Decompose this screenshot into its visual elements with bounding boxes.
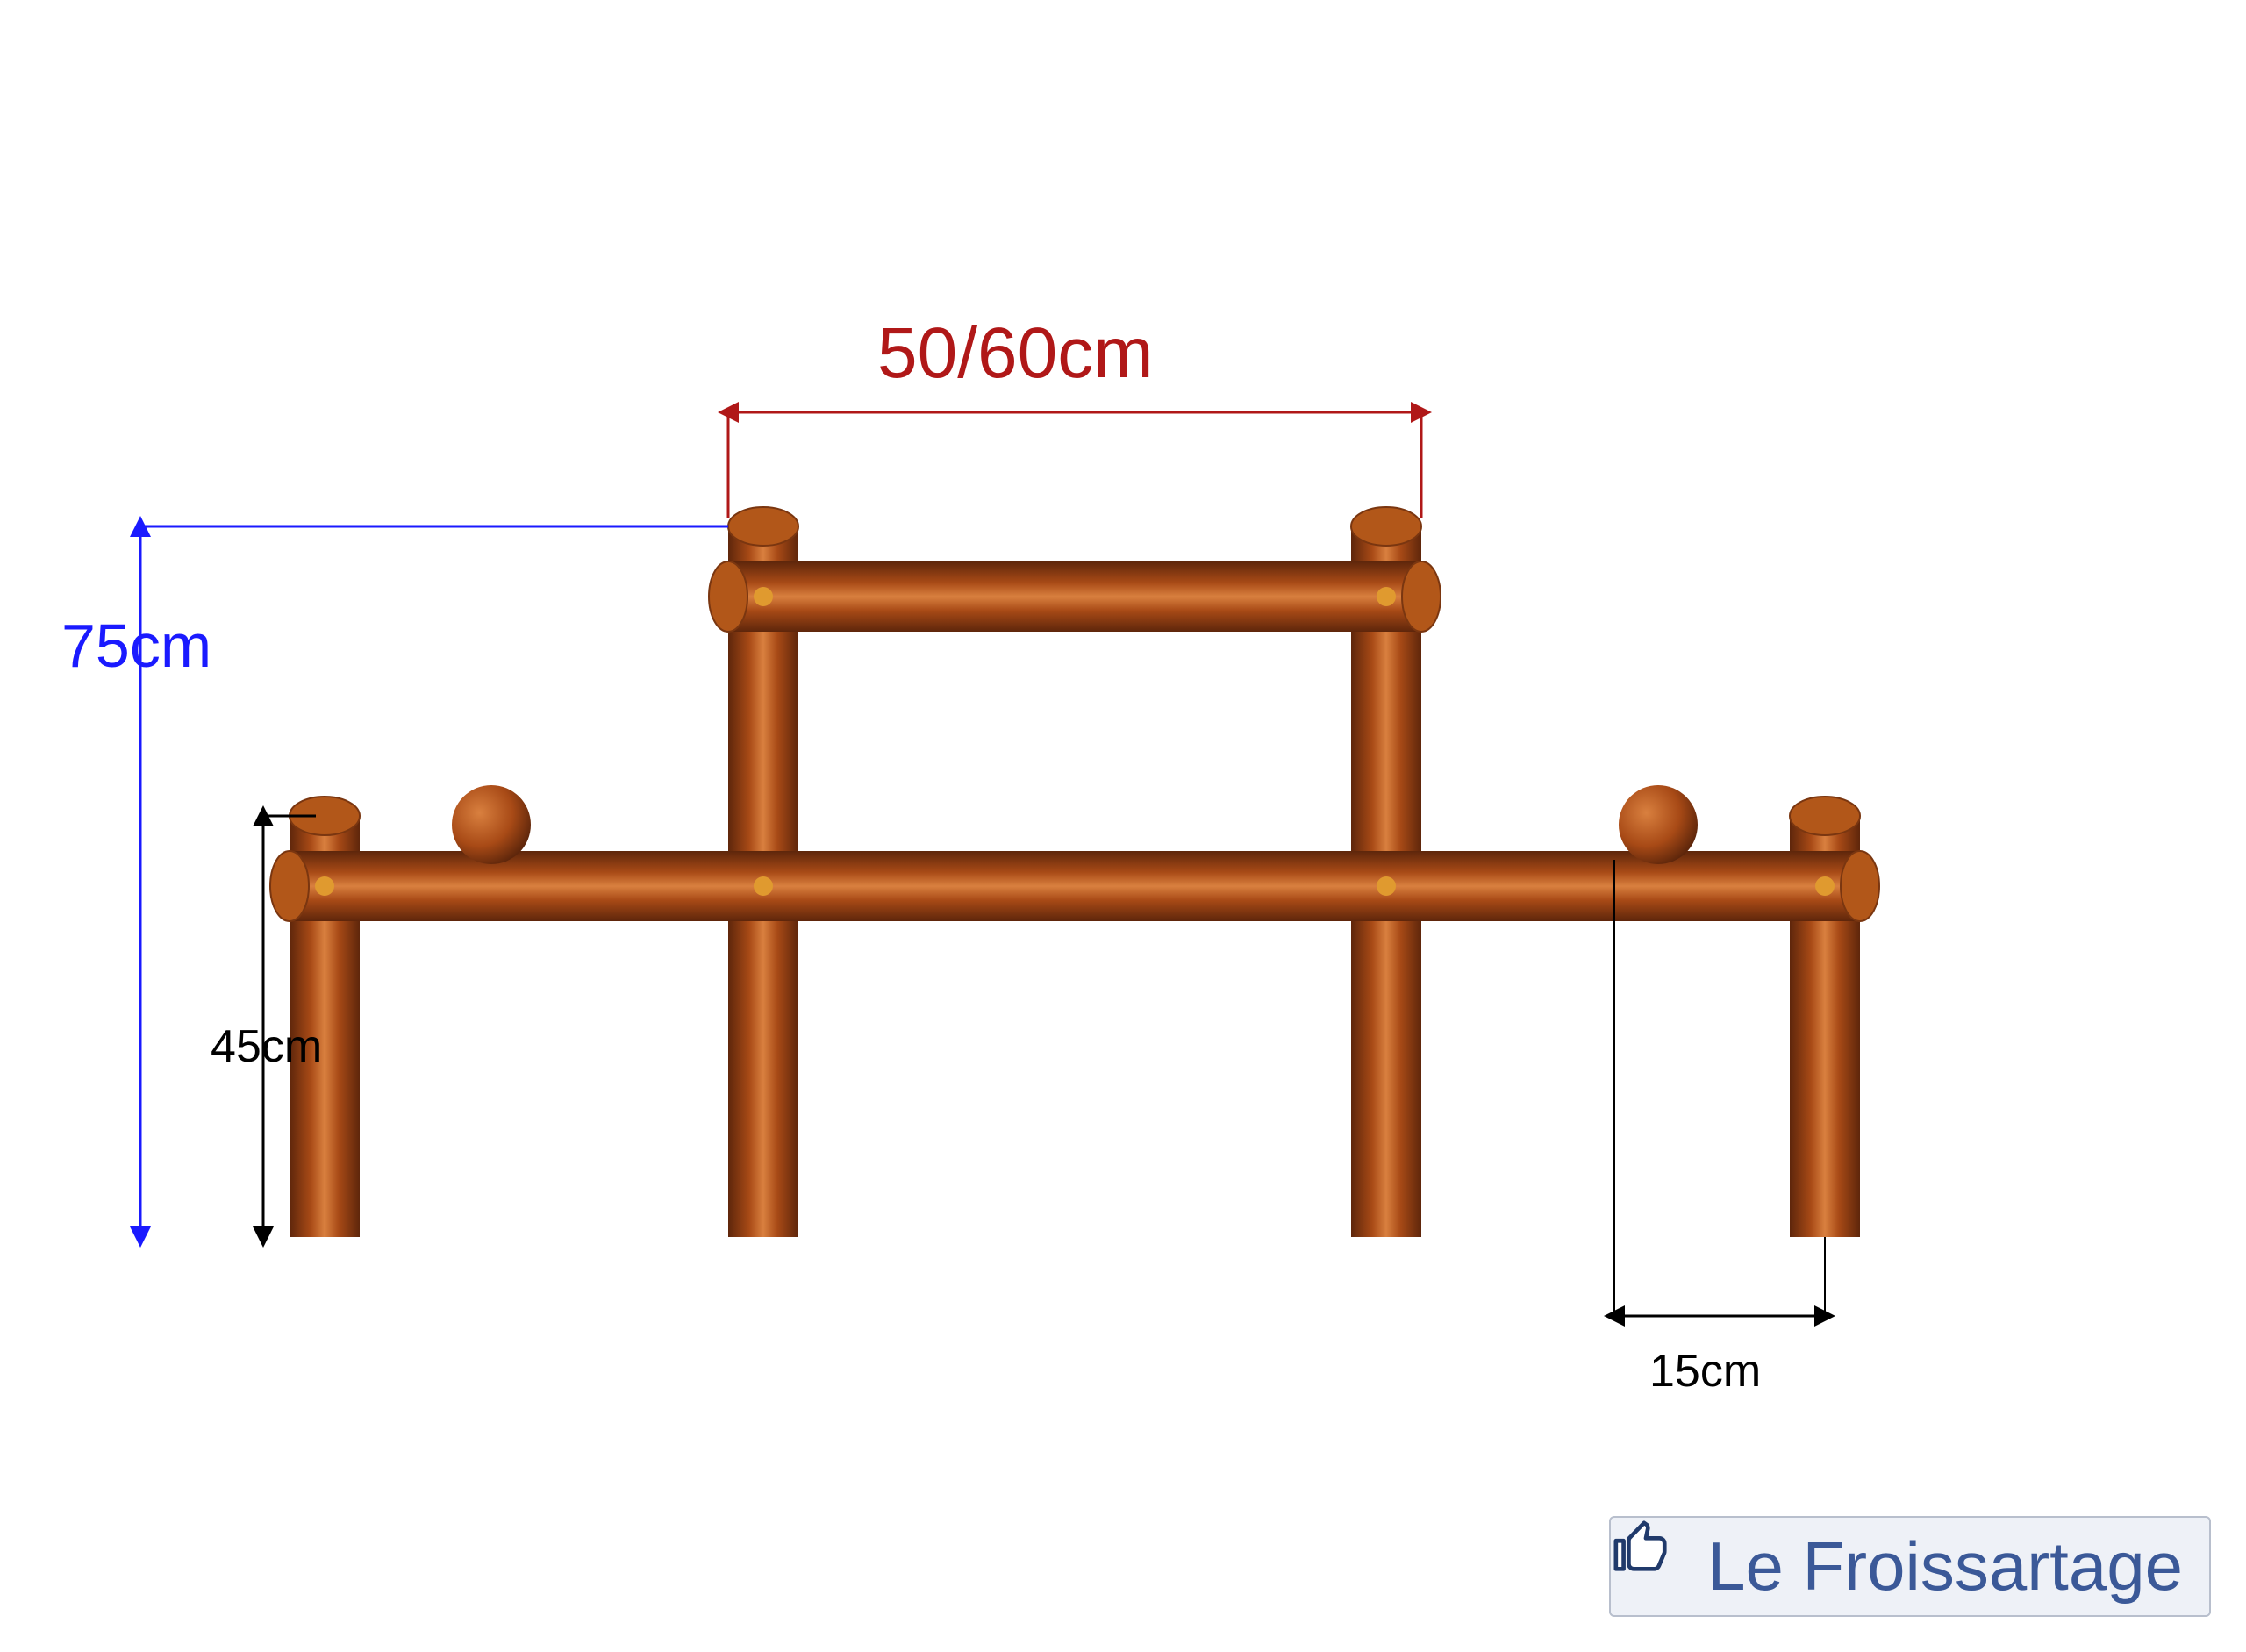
peg-icon bbox=[754, 587, 773, 606]
peg-icon bbox=[1377, 876, 1396, 896]
peg-icon bbox=[1377, 587, 1396, 606]
dim-label: 45cm bbox=[211, 1021, 322, 1072]
wooden-ball bbox=[1619, 785, 1698, 864]
dim-label: 15cm bbox=[1649, 1346, 1761, 1397]
diagram-stage: { "structure_type": "dimensioned-wood-st… bbox=[0, 0, 2246, 1652]
attribution-label: Le Froissartage bbox=[1707, 1527, 2183, 1606]
post-cap bbox=[728, 507, 798, 546]
rail-table bbox=[709, 561, 1441, 632]
post-cap bbox=[1351, 507, 1421, 546]
peg-icon bbox=[315, 876, 334, 896]
peg-icon bbox=[1815, 876, 1835, 896]
rail-seat bbox=[270, 851, 1879, 921]
thumbs-up-icon bbox=[1628, 1536, 1690, 1598]
wooden-ball bbox=[452, 785, 531, 864]
dim-label: 50/60cm bbox=[877, 313, 1154, 393]
diagram-svg: 75cm 45cm 50/60cm 15cm bbox=[0, 0, 2246, 1652]
attribution-badge: Le Froissartage bbox=[1609, 1516, 2211, 1617]
peg-icon bbox=[754, 876, 773, 896]
dim-label: 75cm bbox=[61, 611, 211, 680]
